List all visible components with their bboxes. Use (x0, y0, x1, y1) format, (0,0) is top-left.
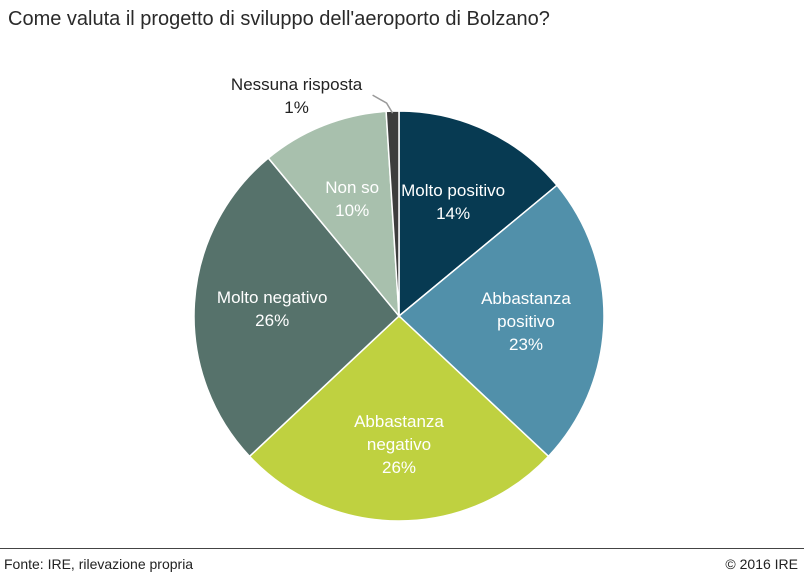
pie-chart: Molto positivo 14% Abbastanza positivo 23% Ab… (193, 75, 605, 522)
leader-line-nessuna-risposta (372, 94, 394, 114)
slice-abbastanza-negativo (248, 314, 550, 522)
slice-label-nessuna-risposta-0: Nessuna risposta (231, 75, 363, 94)
slice-label-abbastanza-negativo-1: negativo (367, 435, 431, 454)
copyright-note: © 2016 IRE (725, 556, 798, 572)
slice-molto-negativo (193, 156, 401, 458)
slice-label-molto-negativo-0: Molto negativo (217, 288, 328, 307)
slice-abbastanza-positivo (397, 184, 605, 458)
value-label-molto-positivo: 14% (436, 204, 470, 223)
value-label-abbastanza-positivo: 23% (509, 335, 543, 354)
chart-title: Come valuta il progetto di sviluppo dell… (8, 8, 550, 30)
slice-label-non-so-0: Non so (325, 178, 379, 197)
slice-label-abbastanza-positivo-1: positivo (497, 312, 555, 331)
slice-label-molto-positivo-0: Molto positivo (401, 181, 505, 200)
value-label-nessuna-risposta: 1% (284, 98, 309, 117)
value-label-abbastanza-negativo: 26% (382, 458, 416, 477)
value-label-non-so: 10% (335, 201, 369, 220)
slice-molto-positivo (398, 110, 559, 318)
slice-label-abbastanza-negativo-0: Abbastanza (354, 412, 444, 431)
slice-non-so (267, 110, 400, 319)
source-note: Fonte: IRE, rilevazione propria (4, 556, 194, 572)
slice-label-abbastanza-positivo-0: Abbastanza (481, 289, 571, 308)
footer-divider (0, 548, 804, 549)
value-label-molto-negativo: 26% (255, 311, 289, 330)
slice-nessuna-risposta (385, 110, 400, 317)
